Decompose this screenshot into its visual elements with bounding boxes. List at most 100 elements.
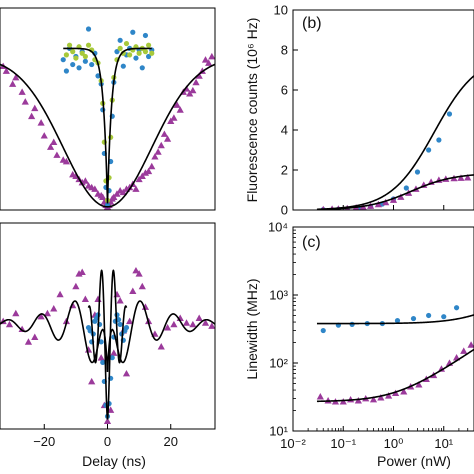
- panel-a-series-1-point: [76, 65, 82, 71]
- panel-d-series-1-point: [115, 317, 122, 323]
- panel-a-series-1-point: [117, 37, 123, 43]
- panel-d-series-0-point: [116, 297, 124, 304]
- panel-c-series-0-point: [441, 314, 447, 320]
- panel-a-series-2-point: [70, 49, 76, 55]
- panel-a-series-0-point: [31, 104, 39, 112]
- panel-c-ytick-label: 10¹: [269, 424, 288, 439]
- panel-d-xtick-label: −20: [33, 434, 55, 449]
- panel-b-ytick-label: 2: [281, 163, 288, 178]
- panel-d-series-1-point: [109, 355, 115, 361]
- panel-d-series-0-point: [110, 349, 118, 356]
- panel-b-series-0-point: [446, 111, 453, 117]
- panel-c-series-0-point: [453, 305, 460, 311]
- panel-c-series-1-point: [377, 393, 385, 401]
- panel-d-series-0-point: [157, 343, 165, 350]
- panel-a-series-2-point: [123, 40, 130, 47]
- panel-c-plot-area: [316, 305, 474, 405]
- panel-a-series-0-point: [157, 141, 165, 149]
- panel-d-series-0-point: [189, 320, 197, 328]
- panel-a-series-0-point: [81, 177, 89, 184]
- panel-c-series-1-point: [415, 381, 423, 388]
- panel-c-series-0-point: [349, 321, 355, 327]
- panel-a-series-0-point: [195, 72, 203, 79]
- panel-d-series-0-point: [12, 309, 20, 317]
- panel-d-series-0-point: [122, 369, 131, 377]
- panel-d-series-0-point: [43, 309, 52, 317]
- panel-a-series-0-point: [192, 78, 200, 86]
- panel-a-series-0-point: [132, 185, 140, 192]
- panel-d-series-1-point: [117, 321, 123, 328]
- panel-b-series-1-point: [374, 200, 382, 208]
- panel-a-series-2-point: [117, 45, 123, 52]
- panel-b-series-1-point: [457, 174, 465, 181]
- panel-c-series-1-point: [460, 347, 468, 354]
- panel-b-series-1-point: [397, 193, 405, 200]
- panel-a-series-0-point: [91, 185, 99, 192]
- panel-a-series-2-point: [136, 50, 142, 56]
- panel-b-label: (b): [302, 15, 322, 32]
- panel-b-fit-line-1: [316, 174, 474, 210]
- panel-c-series-1-point: [467, 341, 474, 348]
- panel-d-series-0-point: [31, 333, 39, 340]
- panel-c-series-1-point: [369, 395, 378, 403]
- panel-a-series-2-point: [127, 52, 133, 58]
- panel-c-fit-line-1: [316, 348, 474, 403]
- panel-a-series-0-point: [205, 59, 213, 66]
- panel-d-series-0-point: [88, 377, 96, 385]
- panel-b-ytick-label: 4: [281, 123, 288, 138]
- panel-a-series-0-point: [46, 143, 55, 150]
- panel-d-series-0-point: [135, 270, 143, 277]
- panel-a-series-1-point: [82, 58, 88, 64]
- panel-d-xtick-label: 20: [164, 434, 178, 449]
- panel-c-frame: [292, 226, 474, 432]
- panel-d-series-0-point: [81, 295, 89, 302]
- panel-b-series-0-point: [426, 147, 432, 153]
- panel-d-series-0-point: [103, 417, 112, 424]
- panel-d-series-0-point: [5, 320, 14, 328]
- panel-a-series-2-point: [79, 50, 85, 56]
- panel-d-series-1-point: [87, 328, 93, 334]
- panel-d-frame: [0, 222, 216, 430]
- panel-a-series-0-point: [28, 112, 36, 120]
- panel-d-xlabel: Delay (ns): [82, 453, 146, 469]
- panel-d-series-0-point: [78, 268, 86, 276]
- panel-a-series-1-point: [139, 65, 145, 71]
- panel-c-ytick-label: 10⁴: [268, 220, 288, 235]
- panel-d-series-0-point: [170, 320, 178, 328]
- panel-a-series-0-point: [12, 73, 20, 81]
- panel-a-plot-area: [0, 26, 215, 210]
- panel-c-xlabel: Power (nW): [377, 453, 451, 469]
- panel-c-xtick-label: 10⁻¹: [330, 436, 356, 451]
- panel-d-autocorrelation: Delay (ns): [0, 222, 216, 469]
- panel-a-series-0-point: [37, 119, 45, 126]
- panel-a-series-1-point: [89, 61, 95, 68]
- panel-a-series-1-point: [63, 68, 69, 74]
- panel-d-series-1-point: [98, 339, 104, 345]
- panel-d-xtick-label: 0: [104, 434, 111, 449]
- panel-b-ylabel: Fluorescence counts (10⁶ Hz): [244, 18, 260, 203]
- panel-d-series-0-point: [24, 338, 33, 345]
- panel-c-series-0-point: [394, 318, 401, 324]
- panel-a-series-0-point: [176, 106, 184, 113]
- panel-a-fit-line-0: [0, 63, 215, 208]
- panel-a-series-1-point: [70, 61, 76, 68]
- panel-a-series-1-point: [133, 55, 139, 61]
- panel-c-series-1-point: [339, 398, 347, 405]
- panel-d-series-0-point: [129, 287, 137, 295]
- panel-d-series-0-point: [50, 304, 58, 312]
- panel-b-fit-line-0: [316, 75, 474, 210]
- panel-a-autocorrelation: [0, 7, 216, 211]
- panel-c-series-1-point: [354, 396, 362, 404]
- panel-a-series-0-point: [50, 138, 58, 146]
- panel-a-series-0-point: [151, 153, 159, 160]
- panel-d-series-0-point: [182, 319, 191, 326]
- panel-a-series-0-point: [170, 114, 178, 121]
- panel-c-ylabel: Linewidth (MHz): [244, 278, 260, 379]
- panel-c-ytick-label: 10³: [269, 288, 288, 303]
- panel-c-xtick-label: 10⁰: [384, 436, 404, 451]
- panel-d-fit-line-1: [87, 269, 128, 420]
- panel-d-series-0-point: [37, 312, 45, 320]
- panel-a-series-0-point: [148, 162, 156, 170]
- panel-a-series-1-point: [130, 29, 136, 35]
